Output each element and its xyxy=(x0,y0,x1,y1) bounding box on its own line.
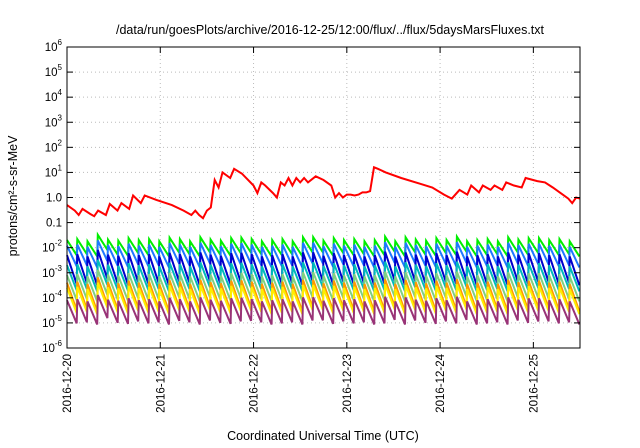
x-tick-label: 2016-12-25 xyxy=(528,354,540,413)
series-line xyxy=(66,239,581,268)
y-tick-label: 101 xyxy=(45,163,63,179)
x-tick-label: 2016-12-24 xyxy=(435,353,447,412)
y-tick-label: 105 xyxy=(45,63,63,79)
series-line xyxy=(66,294,581,325)
series-line xyxy=(66,282,581,315)
x-axis-label: Coordinated Universal Time (UTC) xyxy=(227,429,419,443)
chart-title: /data/run/goesPlots/archive/2016-12-25/1… xyxy=(116,23,545,37)
y-tick-label: 10-2 xyxy=(42,239,62,255)
y-tick-label: 102 xyxy=(45,138,63,154)
y-tick-label: 10-4 xyxy=(42,289,62,305)
y-tick-label: 10-5 xyxy=(42,314,62,330)
y-axis: 10-6 10-5 10-4 10-3 10-2 0.1 1.0 101 102 103 104 10… xyxy=(42,38,580,355)
x-axis: 2016-12-20 2016-12-21 2016-12-22 2016-12-23… xyxy=(62,47,540,413)
x-tick-label: 2016-12-23 xyxy=(342,354,354,413)
series-layer xyxy=(66,165,581,325)
y-tick-label: 1.0 xyxy=(46,193,62,205)
y-tick-label: 106 xyxy=(45,38,63,54)
y-tick-label: 0.1 xyxy=(46,218,62,230)
y-axis-label: protons/cm²-s-sr-MeV xyxy=(6,135,20,257)
series-line xyxy=(66,165,581,220)
x-tick-label: 2016-12-21 xyxy=(155,354,167,413)
y-tick-label: 104 xyxy=(45,88,63,104)
x-tick-label: 2016-12-20 xyxy=(62,354,74,413)
y-tick-label: 103 xyxy=(45,113,63,129)
y-tick-label: 10-3 xyxy=(42,264,62,280)
y-tick-label: 10-6 xyxy=(42,339,62,355)
x-tick-label: 2016-12-22 xyxy=(249,354,261,413)
